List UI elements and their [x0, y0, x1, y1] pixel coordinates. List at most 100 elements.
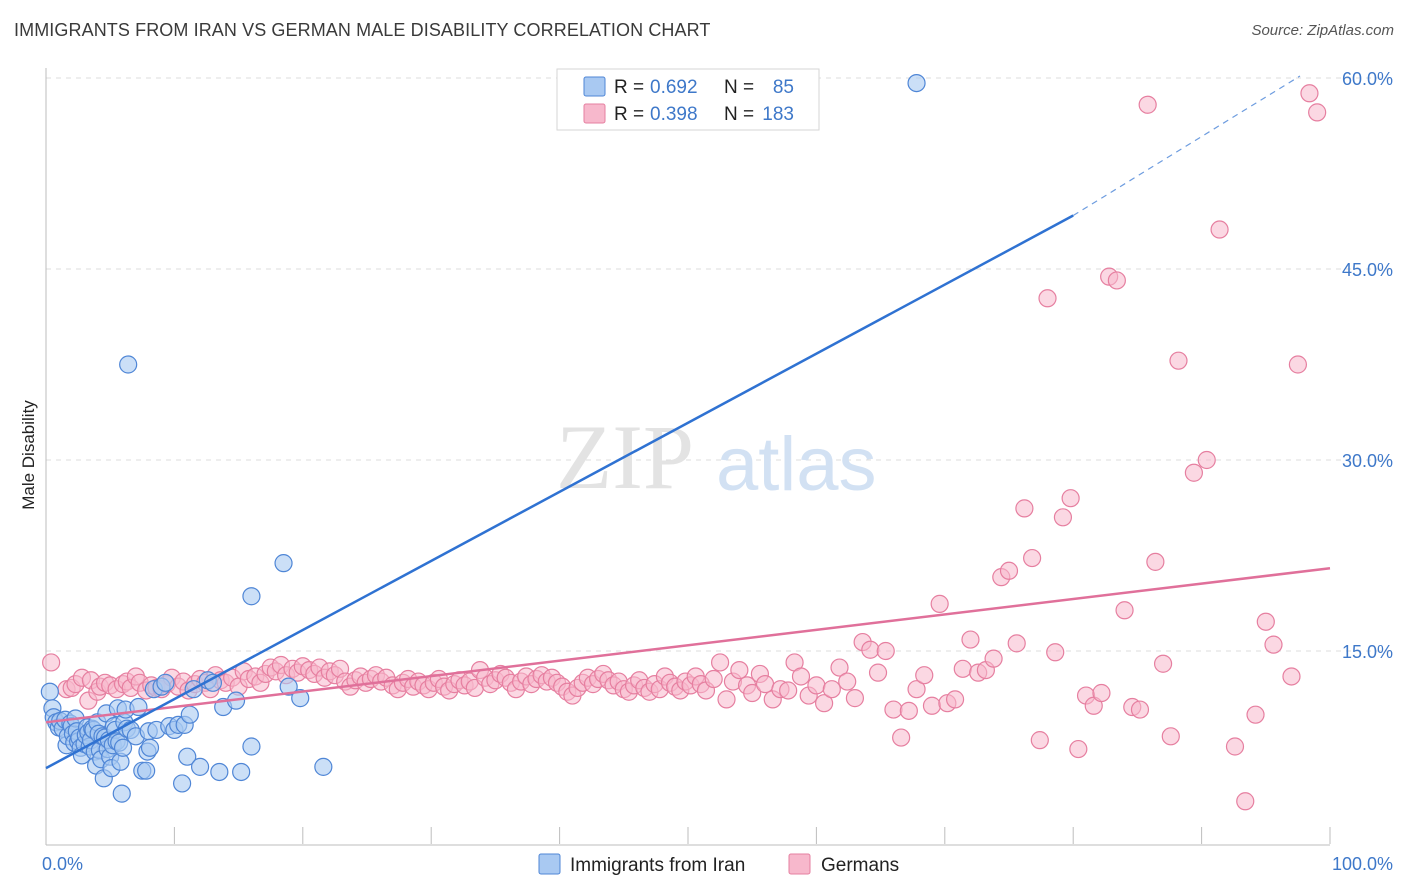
- german-point: [1092, 683, 1111, 703]
- german-point: [838, 672, 857, 691]
- german-point: [1161, 727, 1180, 746]
- iran-point: [291, 689, 310, 708]
- german-point: [1300, 84, 1319, 103]
- german-point: [1288, 355, 1308, 374]
- trend-layer: [45, 75, 1331, 770]
- bottom-legend-swatch-iran: [538, 853, 561, 875]
- german-point: [1308, 103, 1327, 122]
- german-point: [730, 660, 749, 680]
- iran-point: [112, 784, 131, 803]
- iran-point: [173, 774, 192, 793]
- legend-n-label-iran: N =: [724, 77, 754, 98]
- legend-swatch-german: [583, 103, 606, 124]
- iran-point: [113, 738, 133, 757]
- iran-point: [178, 747, 197, 766]
- german-point: [1069, 739, 1088, 759]
- german-point: [930, 594, 949, 613]
- german-point: [1138, 95, 1157, 114]
- iran-point: [190, 757, 210, 776]
- german-point: [1061, 489, 1080, 508]
- iran-point: [210, 762, 229, 782]
- german-point: [1046, 643, 1065, 662]
- german-point: [1153, 654, 1173, 673]
- iran-point: [119, 355, 138, 374]
- source-credit: Source: ZipAtlas.com: [1251, 22, 1394, 39]
- german-point: [1115, 601, 1134, 620]
- legend-n-value-iran: 85: [773, 77, 794, 98]
- bottom-legend-swatch-german: [788, 853, 811, 875]
- german-point: [907, 680, 926, 699]
- grid-layer: [46, 77, 1393, 652]
- german-point: [984, 649, 1003, 668]
- iran-point: [279, 677, 298, 696]
- german-point: [999, 561, 1019, 580]
- german-point: [1169, 351, 1188, 370]
- bottom-legend-label-german: Germans: [821, 855, 899, 876]
- german-point: [868, 663, 888, 682]
- y-tick-label: 60.0%: [1342, 69, 1393, 89]
- german-point: [899, 701, 918, 720]
- iran-point: [180, 705, 199, 724]
- legend-r-value-iran: 0.692: [650, 77, 698, 98]
- german-point: [1023, 548, 1042, 568]
- iran-trend-line: [45, 214, 1074, 770]
- iran-trend-extension: [1072, 75, 1301, 217]
- german-point: [815, 694, 834, 713]
- german-point: [884, 700, 903, 719]
- iran-point: [40, 682, 59, 701]
- legend-r-value-german: 0.398: [650, 104, 698, 125]
- german-point: [1015, 499, 1034, 518]
- german-point: [717, 690, 736, 709]
- german-points: [42, 84, 1327, 811]
- german-point: [1038, 289, 1057, 308]
- iran-point: [156, 673, 175, 692]
- german-point: [1130, 700, 1150, 719]
- german-point: [1184, 463, 1203, 482]
- x-tick-label: 100.0%: [1332, 854, 1393, 874]
- iran-point: [140, 738, 160, 757]
- german-point: [1030, 731, 1049, 750]
- y-axis-title: Male Disability: [19, 400, 38, 510]
- german-trend-line: [45, 566, 1331, 724]
- german-point: [710, 653, 730, 672]
- german-point: [743, 683, 762, 703]
- german-point: [807, 676, 826, 695]
- german-point: [876, 641, 895, 661]
- german-point: [1107, 271, 1126, 290]
- iran-point: [242, 587, 261, 606]
- iran-point: [274, 554, 293, 573]
- german-point: [861, 640, 880, 659]
- legend-r-label-german: R =: [614, 104, 644, 125]
- x-tick-label: 0.0%: [42, 854, 83, 874]
- german-point: [830, 658, 849, 677]
- german-point: [915, 666, 934, 685]
- iran-point: [242, 737, 261, 756]
- german-point: [1197, 450, 1216, 470]
- iran-point: [232, 762, 251, 782]
- german-point: [1225, 737, 1245, 756]
- watermark: ZIP atlas: [556, 406, 877, 508]
- axis-layer: 15.0% 30.0% 45.0% 60.0% 0.0% 100.0%: [42, 68, 1393, 874]
- german-point: [704, 669, 723, 689]
- iran-point: [314, 757, 333, 776]
- german-point: [822, 680, 841, 699]
- german-point: [953, 659, 972, 678]
- german-point: [1210, 220, 1229, 239]
- iran-point: [907, 73, 926, 93]
- german-point: [1146, 552, 1165, 571]
- german-point: [1236, 792, 1255, 811]
- legend-swatch-iran: [583, 76, 606, 97]
- german-point: [922, 696, 942, 715]
- bottom-legend-label-iran: Immigrants from Iran: [570, 855, 745, 876]
- german-point: [755, 675, 775, 694]
- german-point: [892, 728, 911, 747]
- legend-r-label-iran: R =: [614, 77, 644, 98]
- german-point: [1264, 635, 1283, 654]
- german-point: [1282, 667, 1301, 686]
- legend-n-value-german: 183: [762, 104, 794, 125]
- iran-point: [137, 761, 156, 780]
- y-tick-label: 45.0%: [1342, 260, 1393, 280]
- chart-title: IMMIGRANTS FROM IRAN VS GERMAN MALE DISA…: [14, 20, 711, 40]
- legend: R = 0.692 N = 85 R = 0.398 N = 183: [556, 68, 820, 131]
